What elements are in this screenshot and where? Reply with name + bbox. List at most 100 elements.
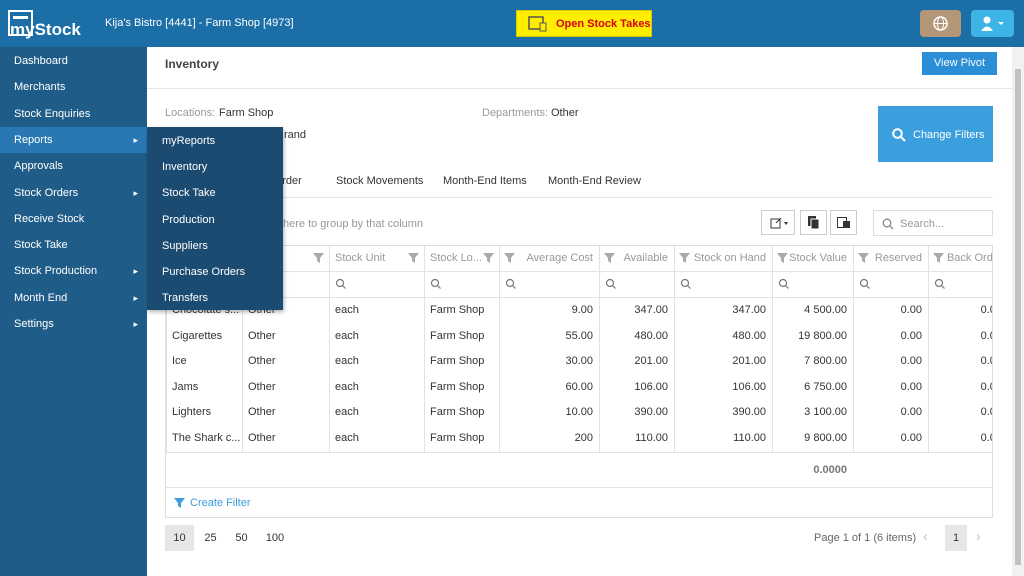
table-cell: Farm Shop	[430, 406, 485, 419]
magnifier-icon	[505, 278, 516, 289]
user-button[interactable]	[971, 10, 1014, 37]
table-cell: 55.00	[565, 329, 593, 342]
table-cell: 201.00	[732, 355, 766, 368]
submenu-arrow: ▸	[133, 319, 138, 329]
group-hint: here to group by that column	[283, 218, 424, 230]
table-cell: 0.00	[980, 432, 992, 444]
page-size-button[interactable]: 25	[204, 532, 217, 544]
tab[interactable]: Month-End Items	[443, 175, 527, 187]
table-cell: Other	[248, 432, 276, 444]
page-size-button[interactable]: 10	[165, 525, 194, 551]
logo: myStock	[10, 20, 81, 39]
column-header: Back Ord...	[946, 252, 993, 264]
table-cell: Farm Shop	[430, 304, 485, 316]
table-cell: 0.00	[900, 432, 922, 444]
table-cell: 0.00	[980, 304, 992, 316]
table-cell: 0.00	[900, 329, 922, 342]
row-separator	[166, 297, 992, 298]
table-cell: each	[335, 380, 359, 393]
filter-label: Departments:	[482, 107, 549, 119]
search-box[interactable]: Search...	[873, 210, 993, 236]
menu-item[interactable]: Production	[162, 213, 215, 226]
prev-button[interactable]: ‹	[923, 528, 928, 544]
column-separator	[599, 246, 600, 452]
copy-button[interactable]	[800, 210, 827, 235]
table-cell: Farm Shop	[430, 329, 485, 342]
column-header: Average Cost	[526, 252, 593, 264]
table-cell: 10.00	[565, 406, 593, 419]
table-cell: 9 800.00	[804, 432, 847, 444]
nav-item[interactable]: Stock Take	[14, 239, 68, 252]
nav-item[interactable]: Stock Orders ▸	[0, 180, 147, 206]
table-cell: each	[335, 406, 359, 419]
funnel-icon	[174, 498, 185, 508]
table-cell: 106.00	[732, 380, 766, 393]
menu-item[interactable]: Purchase Orders	[162, 266, 246, 278]
nav-item[interactable]: Approvals	[14, 160, 63, 173]
columns-button[interactable]	[830, 210, 857, 235]
column-header: Stock Lo...	[430, 252, 482, 264]
table-cell: The Shark c...	[172, 432, 241, 444]
table-cell: 30.00	[565, 355, 593, 368]
magnifier-icon	[605, 278, 616, 289]
table-cell: 0.00	[980, 406, 992, 419]
table-cell: Other	[248, 380, 276, 393]
funnel-icon	[679, 253, 690, 263]
nav-item[interactable]: Reports ▸	[0, 126, 147, 153]
nav-item[interactable]: Receive Stock	[14, 212, 85, 225]
table-cell: Farm Shop	[430, 432, 485, 444]
export-button[interactable]	[761, 210, 795, 235]
change-filters-button[interactable]: Change Filters	[878, 106, 993, 162]
filter-value: Farm Shop	[219, 107, 274, 119]
nav-item[interactable]: Month End ▸	[0, 285, 147, 311]
page-button[interactable]: 1	[945, 525, 967, 551]
table-cell: 480.00	[634, 329, 668, 342]
page-size-button[interactable]: 50	[235, 532, 248, 544]
menu-item[interactable]: Inventory	[162, 161, 208, 174]
submenu-arrow: ▸	[133, 266, 138, 277]
table-cell: 0.00	[980, 355, 992, 368]
table-cell: 0.00	[980, 380, 992, 393]
menu-item[interactable]: myReports	[162, 135, 216, 147]
view-pivot-button[interactable]: View Pivot	[922, 52, 997, 75]
site-name: Kija's Bistro [4441] - Farm Shop [4973]	[105, 17, 294, 29]
nav-item[interactable]: Stock Enquiries	[14, 107, 91, 120]
button-label: Open Stock Takes	[556, 18, 651, 30]
open-stock-takes-button[interactable]: Open Stock Takes	[516, 10, 652, 37]
column-header: Reserved	[874, 252, 922, 264]
nav-item[interactable]: Settings ▸	[0, 311, 147, 337]
column-header: Stock Value	[789, 252, 847, 264]
table-cell: 6 750.00	[804, 380, 847, 393]
menu-item[interactable]: Transfers	[162, 292, 209, 305]
column-separator	[424, 246, 425, 452]
table-cell: 390.00	[732, 406, 766, 419]
table-cell: each	[335, 329, 359, 342]
tab[interactable]: Month-End Review	[548, 175, 641, 187]
nav-item[interactable]: Dashboard	[14, 55, 68, 67]
table-cell: 347.00	[732, 304, 766, 316]
create-filter-button[interactable]: Create Filter	[190, 497, 251, 509]
nav-item[interactable]: Merchants	[14, 81, 66, 94]
table-cell: 347.00	[634, 304, 668, 316]
menu-item[interactable]: Stock Take	[162, 187, 216, 200]
nav-item[interactable]: Stock Production ▸	[0, 258, 147, 284]
menu-item[interactable]: Suppliers	[162, 239, 208, 252]
funnel-icon	[408, 253, 419, 263]
language-button[interactable]	[920, 10, 961, 37]
table-cell: each	[335, 304, 359, 316]
next-button[interactable]: ›	[976, 528, 981, 544]
funnel-icon	[777, 253, 788, 263]
table-cell: Farm Shop	[430, 380, 485, 393]
table-cell: 60.00	[565, 380, 593, 393]
table-cell: Ice	[172, 355, 187, 368]
column-separator	[242, 246, 243, 452]
page-size-button[interactable]: 100	[265, 532, 285, 544]
column-header: Available	[623, 252, 668, 264]
table-cell: 4 500.00	[804, 304, 847, 316]
sidebar: Dashboard Merchants Stock Enquiries Reports…	[0, 47, 147, 576]
tab[interactable]: Stock Movements	[336, 175, 424, 187]
icon	[808, 216, 820, 230]
table-cell: 200	[574, 432, 593, 444]
icon	[770, 217, 788, 229]
icon	[837, 217, 850, 228]
